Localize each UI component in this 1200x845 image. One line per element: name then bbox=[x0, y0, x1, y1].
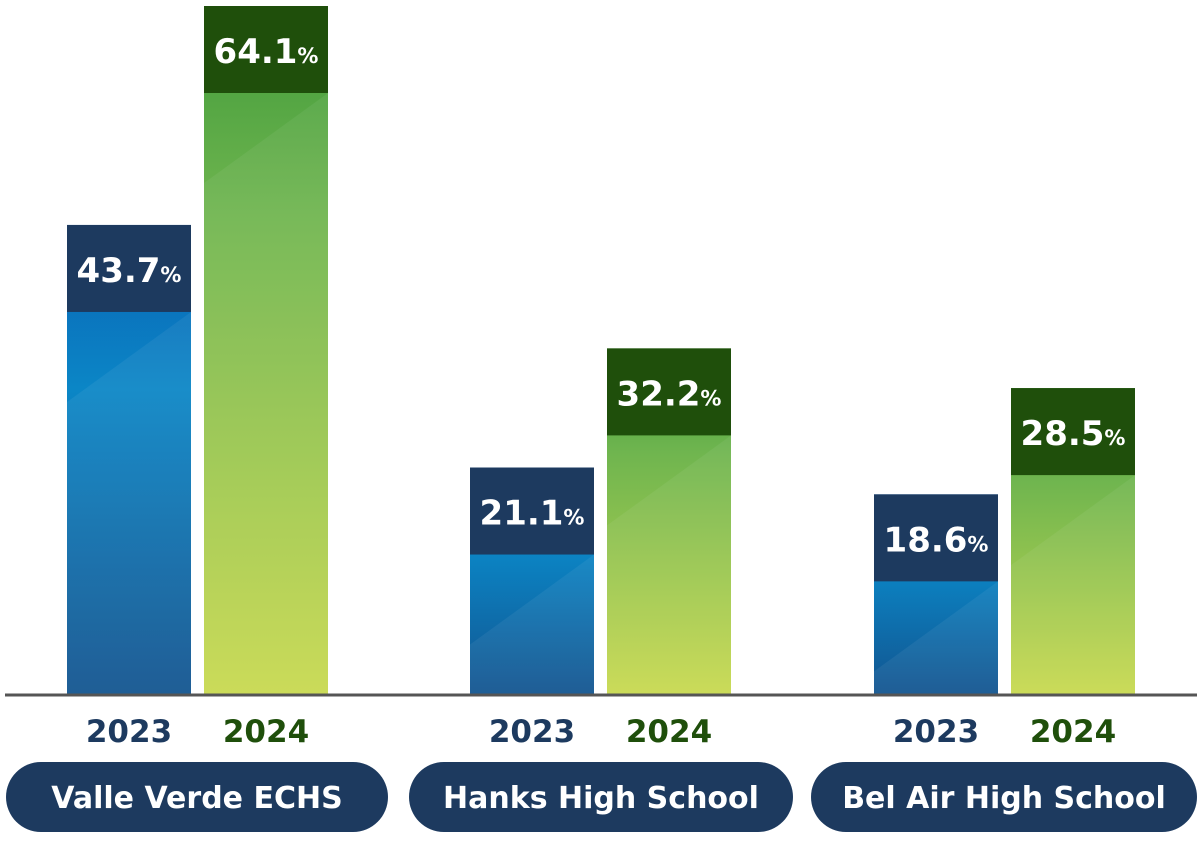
bar-sheen bbox=[874, 581, 998, 694]
legend-year-label: 2024 bbox=[1030, 714, 1116, 750]
bar-value-cap bbox=[204, 6, 328, 93]
data-label-valle-verde-echs-2024: 64.1% bbox=[214, 32, 319, 72]
category-pill-bel-air-high-school bbox=[811, 762, 1197, 832]
data-label-bel-air-high-school-2024: 28.5% bbox=[1021, 414, 1126, 454]
labels-layer: 43.7% 2023 64.1% 2024 Valle Verde ECHS 21.1% 2… bbox=[6, 32, 1197, 832]
bar-value-cap bbox=[874, 494, 998, 582]
bar-sheen bbox=[607, 435, 731, 694]
data-label-hanks-high-school-2023: 21.1% bbox=[480, 494, 585, 534]
legend-year-label: 2024 bbox=[223, 714, 309, 750]
category-pill-hanks-high-school bbox=[409, 762, 793, 832]
bar-value-cap bbox=[1011, 388, 1135, 476]
bar-sheen bbox=[67, 311, 191, 694]
legend-year-label: 2023 bbox=[893, 714, 979, 750]
category-label-hanks-high-school: Hanks High School bbox=[443, 781, 759, 816]
legend-year-label: 2023 bbox=[86, 714, 172, 750]
bar-sheen bbox=[470, 554, 594, 694]
category-label-valle-verde-echs: Valle Verde ECHS bbox=[51, 781, 342, 816]
bar-value-cap bbox=[607, 348, 731, 436]
category-label-bel-air-high-school: Bel Air High School bbox=[842, 781, 1166, 816]
bar-value-cap bbox=[470, 467, 594, 555]
bars-layer bbox=[67, 6, 1135, 694]
bar-sheen bbox=[1011, 475, 1135, 694]
data-label-valle-verde-echs-2023: 43.7% bbox=[77, 251, 182, 291]
bar-valle-verde-echs-2024 bbox=[204, 6, 328, 694]
data-label-bel-air-high-school-2023: 18.6% bbox=[884, 520, 989, 560]
bar-value-cap bbox=[67, 224, 191, 312]
category-pill-valle-verde-echs bbox=[6, 762, 388, 832]
legend-year-label: 2024 bbox=[626, 714, 712, 750]
legend-year-label: 2023 bbox=[489, 714, 575, 750]
bar-sheen bbox=[204, 93, 328, 694]
data-label-hanks-high-school-2024: 32.2% bbox=[617, 374, 722, 414]
